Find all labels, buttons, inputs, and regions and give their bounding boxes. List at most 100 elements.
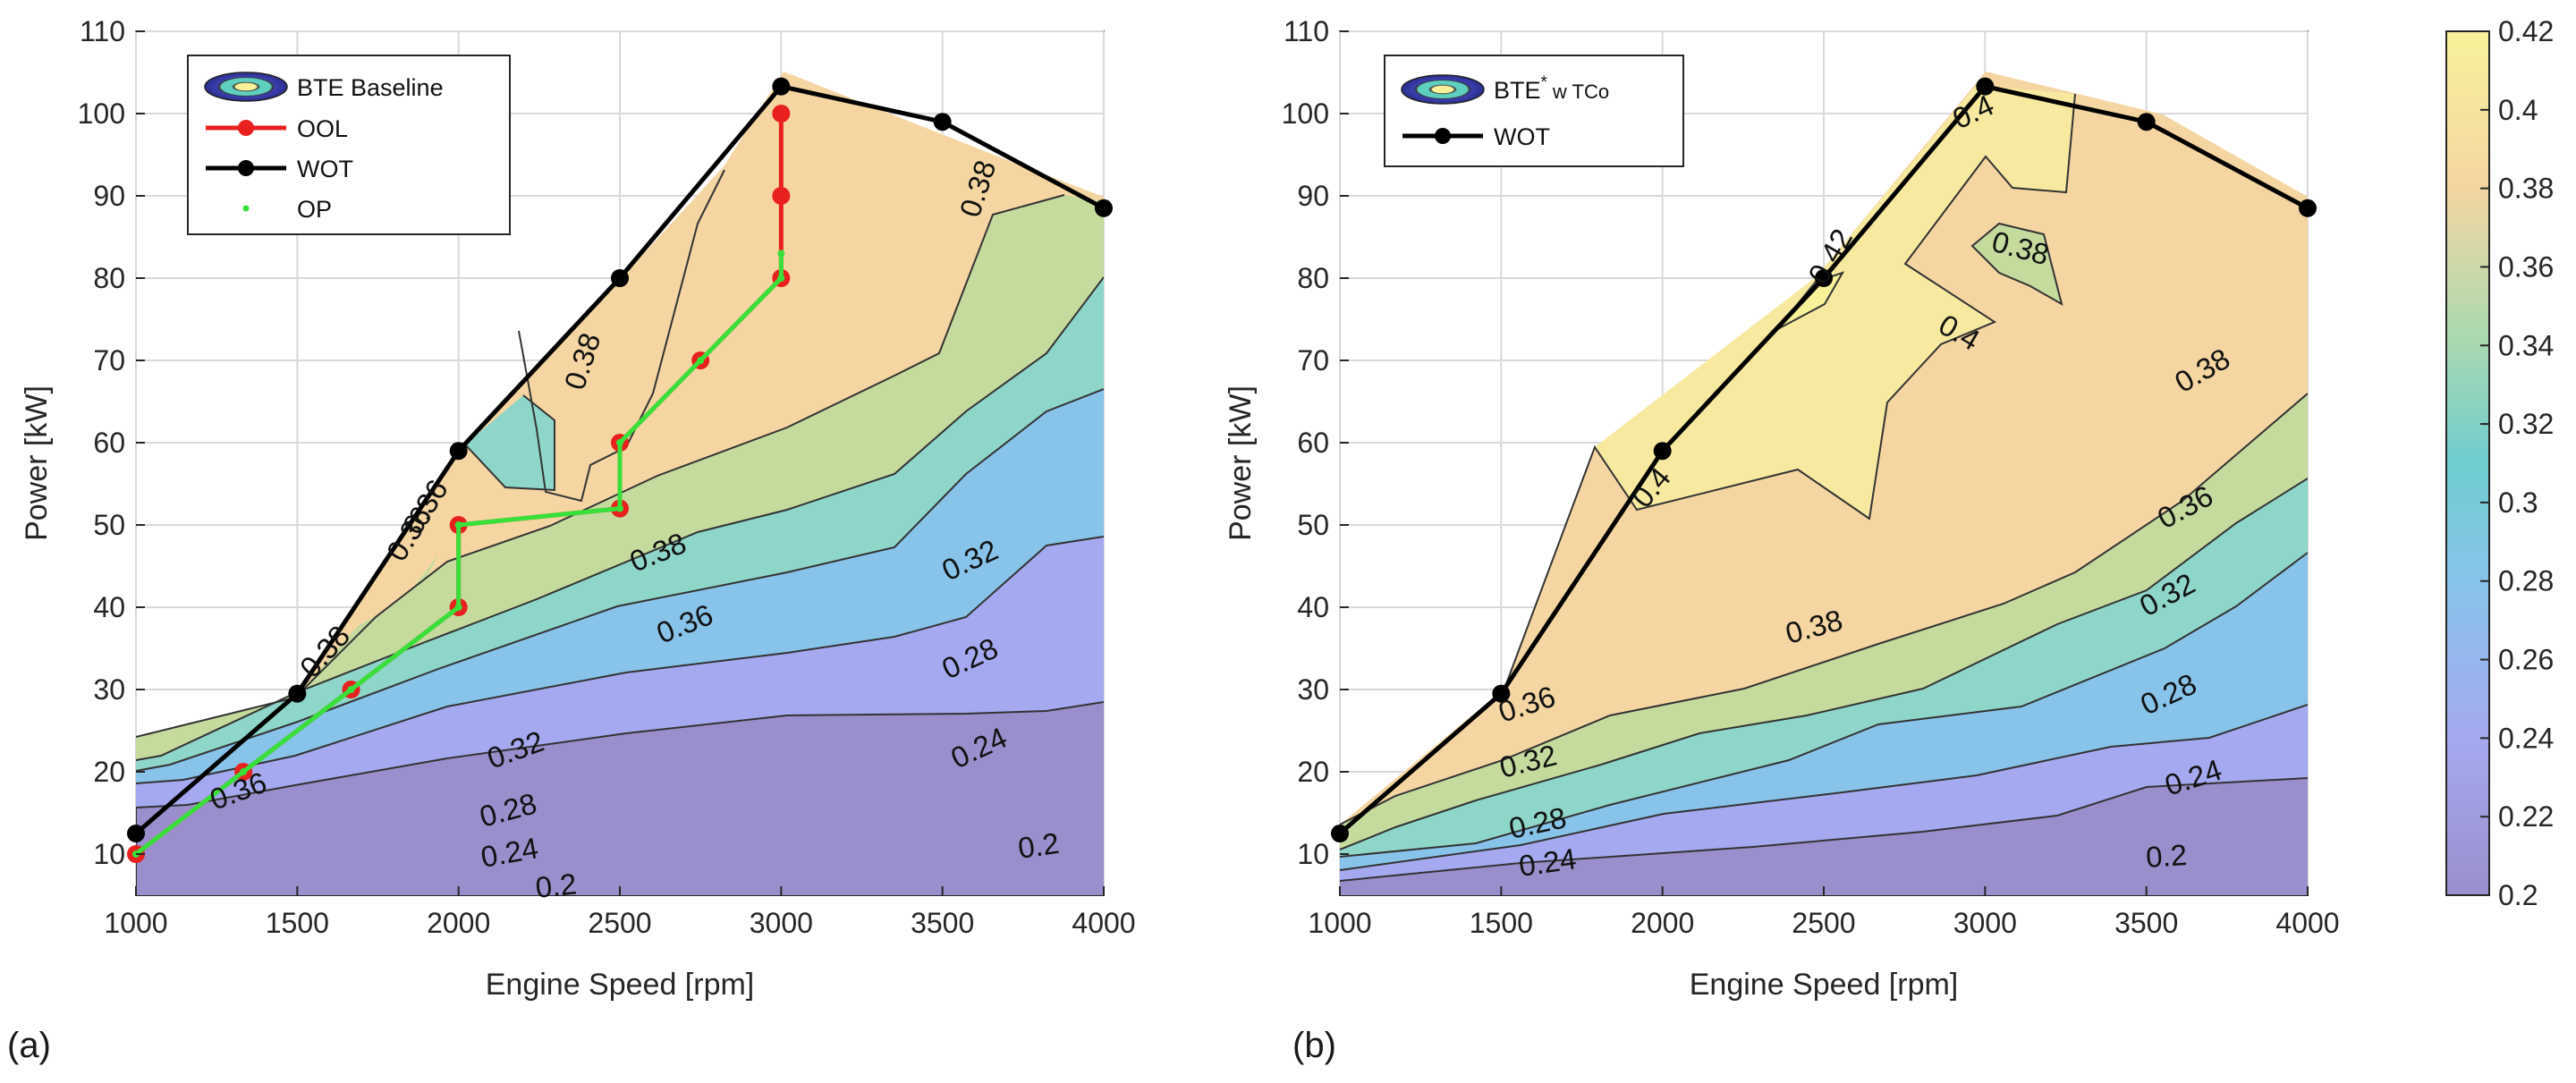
panel-b-isoline-040 (1970, 222, 2063, 307)
y-tick-label: 20 (1297, 756, 1329, 788)
ool-point (772, 187, 791, 205)
y-tick-label: 90 (93, 180, 125, 212)
panel-b-region-028 (1340, 553, 2308, 870)
panel-a-isoline-036-inner (464, 394, 555, 492)
wot-point (1492, 684, 1511, 703)
panel-b-isoline-024 (1340, 704, 2308, 871)
x-tick-label: 2000 (427, 907, 490, 939)
panel-b-caption: (b) (1292, 1026, 1336, 1065)
panel-a-isoline-028 (136, 388, 1104, 772)
panel-b-isoline-028 (1340, 552, 2308, 858)
panel-a-legend-wot-marker (238, 160, 254, 176)
op-point (240, 768, 248, 775)
colorbar-tick-label: 0.34 (2498, 329, 2554, 361)
panel-a: 0.38 0.38 0.38 0.36 0.36 0.36 0.32 0.32 … (7, 15, 1136, 1065)
panel-a-wot-series (127, 77, 1113, 842)
panel-b-contour-label: 0.2 (2145, 838, 2188, 874)
panel-a-legend-entry-wot: WOT (297, 156, 353, 182)
y-tick-label: 50 (93, 509, 125, 541)
y-tick-label: 100 (78, 97, 125, 130)
wot-point (772, 77, 791, 96)
op-point (454, 604, 462, 611)
panel-b-legend-contour-icon (1401, 74, 1485, 105)
y-tick-label: 80 (1297, 262, 1329, 294)
x-tick-label: 3000 (750, 907, 813, 939)
colorbar-tick-label: 0.2 (2498, 879, 2538, 911)
colorbar-tick-label: 0.26 (2498, 644, 2554, 676)
panel-b-region-020 (1340, 778, 2308, 895)
op-point (454, 521, 462, 529)
x-tick-label: 3000 (1953, 907, 2017, 939)
panel-a-x-axis-label: Engine Speed [rpm] (486, 968, 755, 1002)
panel-a-legend: BTE Baseline OOL WOT OP (187, 55, 511, 235)
wot-point (1653, 442, 1672, 461)
panel-b-legend-superscript: * (1541, 73, 1548, 92)
panel-b-contours (1340, 72, 2308, 895)
panel-a-caption: (a) (7, 1026, 51, 1065)
y-tick-label: 40 (1297, 591, 1329, 623)
wot-point (933, 113, 952, 131)
x-tick-label: 2500 (588, 907, 651, 939)
wot-point (288, 684, 307, 703)
panel-b-x-ticks: 1000 1500 2000 2500 3000 3500 4000 (1308, 886, 2340, 939)
colorbar-tick-label: 0.32 (2498, 408, 2554, 440)
x-tick-label: 4000 (2275, 907, 2339, 939)
y-tick-label: 60 (93, 427, 125, 459)
panel-a-y-ticks: 10 20 30 40 50 60 70 80 90 100 110 (78, 15, 145, 870)
y-tick-label: 20 (93, 756, 125, 788)
panel-b-legend-bte-text: BTE (1494, 77, 1541, 104)
x-tick-label: 1500 (1470, 907, 1533, 939)
panel-a-contour-label: 0.2 (534, 867, 578, 904)
y-tick-label: 10 (1297, 838, 1329, 870)
panel-b-y-axis-label: Power [kW] (1224, 385, 1258, 541)
wot-point (127, 825, 145, 842)
wot-point (1331, 825, 1349, 842)
y-tick-label: 50 (1297, 509, 1329, 541)
op-point (616, 504, 623, 512)
y-tick-label: 30 (93, 673, 125, 706)
y-tick-label: 100 (1282, 97, 1329, 130)
colorbar: 0.2 0.22 0.24 0.26 0.28 0.3 0.32 0.34 0.36 0.38 0.… (2445, 15, 2554, 911)
panel-a-isoline-032 (136, 276, 1104, 761)
panel-b-isoline-036 (1340, 393, 2308, 825)
wot-point (1976, 77, 1995, 96)
panel-a-x-ticks: 1000 1500 2000 2500 3000 3500 4000 (104, 886, 1136, 939)
colorbar-tick-label: 0.38 (2498, 173, 2554, 205)
x-tick-label: 1000 (104, 907, 167, 939)
wot-point (449, 442, 468, 461)
x-tick-label: 2500 (1792, 907, 1855, 939)
panel-a-contours (136, 72, 1104, 895)
x-tick-label: 1000 (1308, 907, 1371, 939)
panel-b-isoline-032 (1340, 478, 2308, 850)
panel-a-legend-ool-marker (238, 120, 254, 136)
panel-b-region-032 (1340, 478, 2308, 857)
panel-a-isoline-036 (136, 194, 1065, 738)
panel-a-region-024 (136, 537, 1104, 808)
panel-b-island-038 (1972, 224, 2062, 304)
op-point (347, 686, 355, 693)
x-tick-label: 2000 (1631, 907, 1694, 939)
x-tick-label: 1500 (266, 907, 329, 939)
op-line (134, 253, 784, 856)
panel-b-isoline-020 (1340, 777, 2308, 882)
panel-a-region-038 (136, 72, 1104, 737)
panel-b-wot-series (1331, 77, 2317, 842)
panel-b-contour-label: 0.24 (1517, 842, 1579, 883)
ool-point (772, 105, 791, 123)
y-tick-label: 110 (1284, 15, 1329, 47)
colorbar-ticks: 0.2 0.22 0.24 0.26 0.28 0.3 0.32 0.34 0.36 0.38 0.… (2480, 15, 2554, 911)
panel-b-legend: BTE* w TCo WOT (1384, 55, 1684, 167)
wot-point (2137, 113, 2156, 131)
x-tick-label: 4000 (1072, 907, 1135, 939)
panel-b-legend-entry-bte: BTE* w TCo (1494, 73, 1609, 104)
panel-a-region-036-upper (465, 395, 555, 490)
colorbar-gradient (2445, 30, 2490, 896)
colorbar-tick-label: 0.4 (2498, 94, 2538, 126)
y-tick-label: 60 (1297, 427, 1329, 459)
op-point (616, 439, 623, 446)
panel-b-region-036 (1340, 393, 2308, 850)
y-tick-label: 70 (93, 344, 125, 377)
panel-b: 0.4 0.38 0.42 0.4 0.4 0.38 0.36 0.38 0.3… (1224, 15, 2340, 1065)
op-point (697, 357, 705, 364)
